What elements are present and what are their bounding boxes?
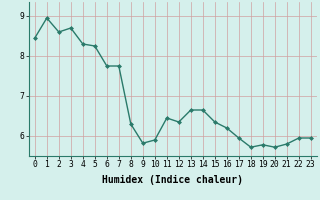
X-axis label: Humidex (Indice chaleur): Humidex (Indice chaleur) [102, 175, 243, 185]
